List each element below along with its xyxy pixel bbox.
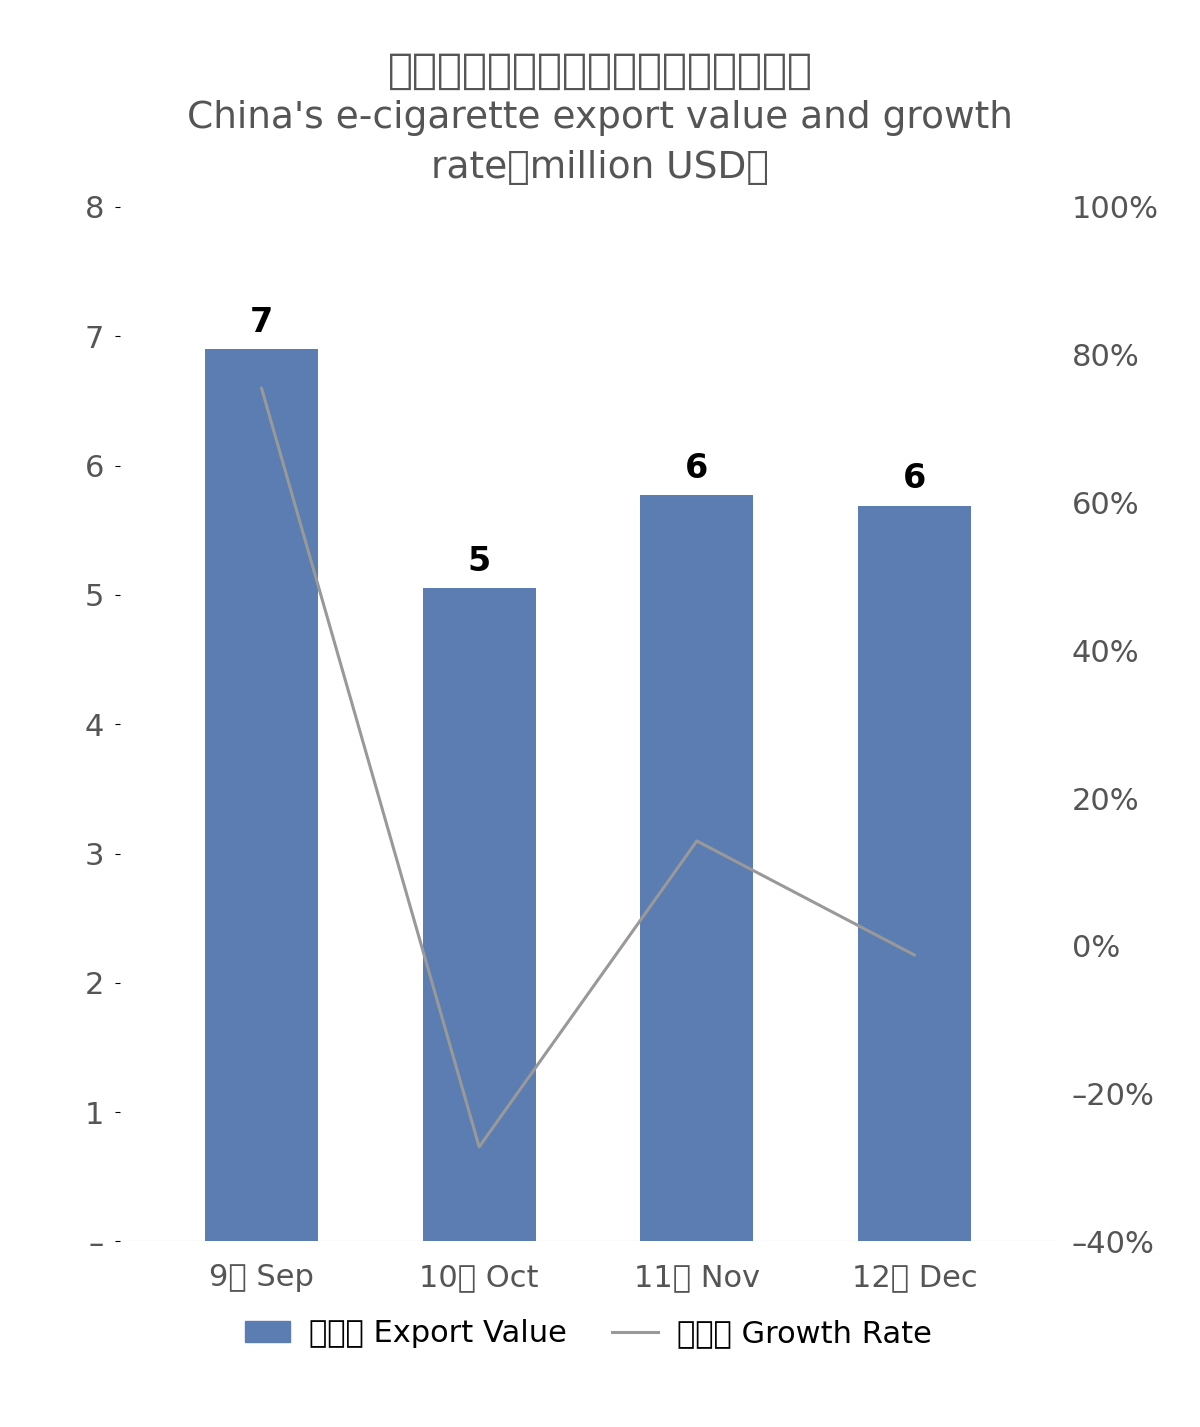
Bar bbox=[858, 505, 971, 1241]
Text: 6: 6 bbox=[902, 462, 926, 495]
Text: 7: 7 bbox=[250, 305, 274, 338]
Text: 5: 5 bbox=[468, 545, 491, 578]
Text: China's e-cigarette export value and growth: China's e-cigarette export value and gro… bbox=[187, 100, 1013, 136]
Text: 6: 6 bbox=[685, 452, 708, 485]
Text: rate（million USD）: rate（million USD） bbox=[431, 150, 769, 186]
Legend: 出口额 Export Value, 增长率 Growth Rate: 出口额 Export Value, 增长率 Growth Rate bbox=[233, 1307, 943, 1361]
Bar bbox=[205, 350, 318, 1241]
Text: 中国电子烟出口额及增速（百万美元）: 中国电子烟出口额及增速（百万美元） bbox=[388, 50, 812, 91]
Bar bbox=[641, 495, 754, 1241]
Bar bbox=[422, 588, 535, 1241]
